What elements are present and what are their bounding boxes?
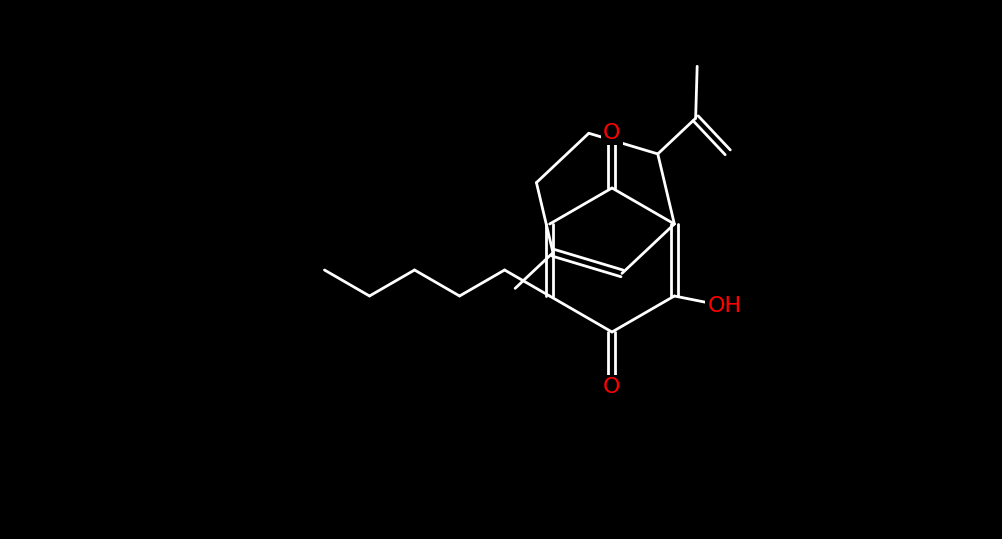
Text: O: O <box>602 123 620 143</box>
Text: O: O <box>602 377 620 397</box>
Text: OH: OH <box>706 296 740 316</box>
